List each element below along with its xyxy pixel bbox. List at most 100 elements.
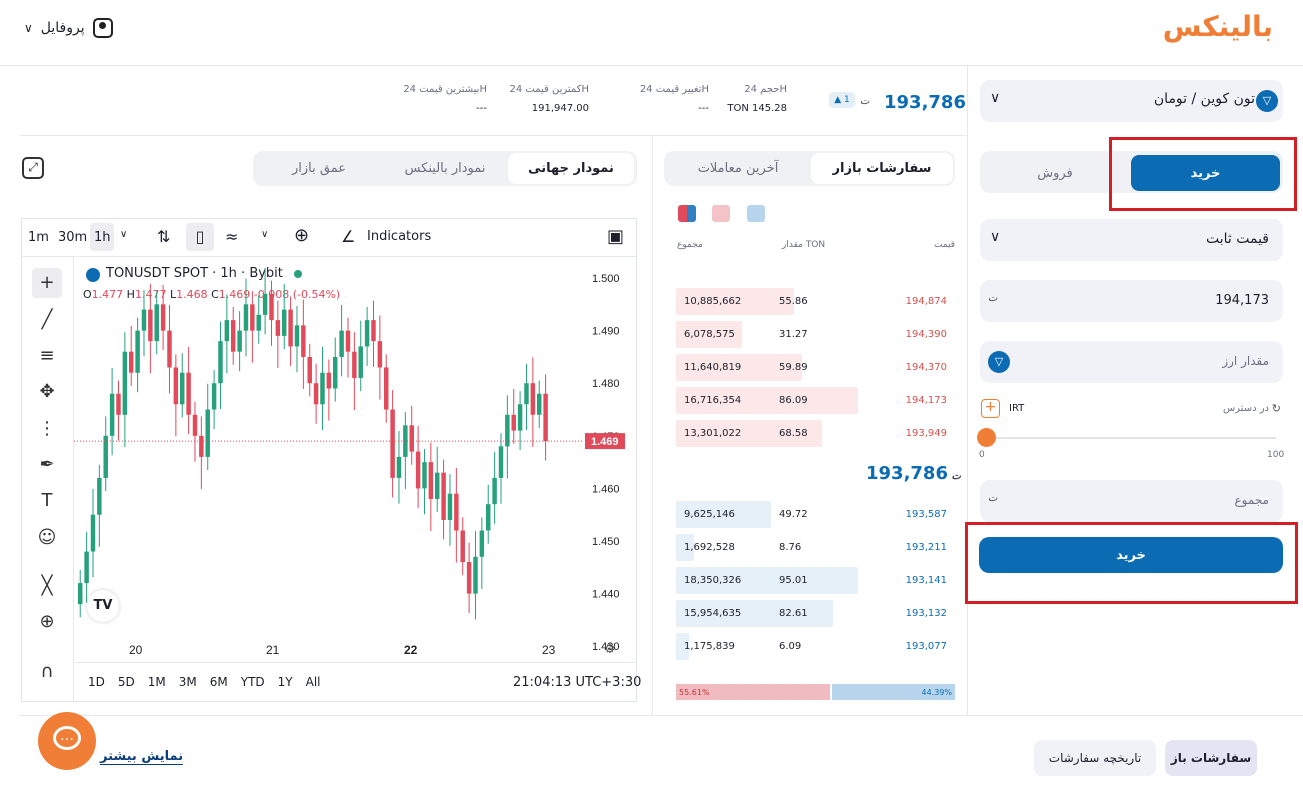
tab-order-history[interactable]: تاریخچه سفارشات — [1034, 740, 1156, 776]
balinex-logo[interactable]: بالینکس — [1162, 10, 1273, 43]
candle — [498, 446, 504, 478]
expand-icon[interactable]: ⤢ — [22, 157, 44, 179]
candles-icon[interactable]: ▯ — [186, 223, 214, 251]
avatar-icon — [92, 18, 113, 38]
brush-icon[interactable]: ✒ — [39, 454, 55, 475]
book-view-buy-icon[interactable] — [747, 205, 765, 222]
y-tick-label: 1.460 — [592, 483, 620, 495]
market-selector[interactable]: تون کوین / تومان ▽ ∨ — [980, 80, 1283, 122]
total-input[interactable]: مجموع ت — [980, 480, 1283, 522]
slider-track[interactable] — [986, 437, 1276, 439]
text-tool-icon[interactable]: T — [41, 490, 53, 511]
profile-menu[interactable]: ∨ پروفایل — [24, 18, 113, 38]
bar-type-icon[interactable]: ⇅ — [157, 227, 171, 246]
highlight-box — [1109, 137, 1297, 211]
row-amount: 86.09 — [779, 395, 808, 406]
range-6m[interactable]: 6M — [209, 675, 228, 689]
range-5d[interactable]: 5D — [117, 675, 135, 689]
y-tick-label: 1.490 — [592, 326, 620, 338]
indicators-icon[interactable]: ∠ — [341, 227, 356, 246]
range-all[interactable]: All — [305, 675, 321, 689]
fib-icon[interactable]: ≡ — [39, 345, 55, 366]
zoom-icon[interactable]: ⊕ — [39, 611, 55, 632]
trendline-icon[interactable]: ╱ — [41, 309, 53, 330]
row-amount: 59.89 — [779, 362, 808, 373]
submit-buy-button[interactable]: خرید — [979, 537, 1283, 573]
chart-clock[interactable]: 21:04:13 UTC+3:30 — [513, 675, 642, 690]
tf-1h[interactable]: 1h — [94, 230, 111, 245]
show-more-link[interactable]: نمایش بیشتر — [100, 749, 184, 765]
prediction-icon[interactable]: ⋮ — [38, 418, 56, 439]
symbol-title[interactable]: TONUSDT SPOT · 1h · Bybit — [106, 266, 283, 281]
tab-market-orders[interactable]: سفارشات بازار — [811, 153, 953, 184]
candle — [447, 493, 453, 520]
order-book-row[interactable]: 1,692,528 8.76 193,211 — [676, 534, 956, 561]
candle — [275, 320, 281, 336]
x-tick-label: 21 — [266, 643, 280, 657]
range-3m[interactable]: 3M — [178, 675, 197, 689]
order-type-select[interactable]: قیمت ثابت ∨ — [980, 219, 1283, 261]
candle — [517, 404, 523, 431]
candle — [256, 314, 261, 331]
tab-open-orders[interactable]: سفارشات باز — [1165, 740, 1257, 776]
crosshair-icon[interactable]: + — [32, 268, 62, 298]
candlestick-plot[interactable] — [74, 257, 584, 662]
order-book-row[interactable]: 1,175,839 6.09 193,077 — [676, 633, 956, 660]
tf-1m[interactable]: 1m — [28, 230, 49, 245]
ruler-icon[interactable]: ╳ — [41, 575, 53, 596]
tab-balinex-chart[interactable]: نمودار بالینکس — [404, 161, 486, 176]
refresh-icon[interactable]: ↻ — [1271, 402, 1281, 415]
order-book-row[interactable]: 13,301,022 68.58 193,949 — [676, 420, 956, 447]
book-view-both-icon[interactable] — [678, 205, 696, 222]
amount-input[interactable]: مقدار ارز ▽ — [980, 341, 1283, 383]
candle — [352, 351, 357, 378]
price-axis[interactable]: 1.5001.4901.4801.4701.4601.4501.4401.430… — [584, 257, 636, 662]
support-chat-button[interactable]: … — [38, 712, 96, 770]
row-total: 16,716,354 — [684, 395, 742, 406]
plus-icon[interactable]: + — [981, 399, 1000, 418]
tab-global-chart[interactable]: نمودار جهانی — [508, 153, 634, 184]
tf-30m[interactable]: 30m — [58, 230, 88, 245]
order-book-row[interactable]: 10,885,662 55.86 194,874 — [676, 288, 956, 315]
depth-bar — [676, 501, 771, 528]
y-tick-label: 1.480 — [592, 378, 620, 390]
range-ytd[interactable]: YTD — [240, 675, 265, 689]
buy-tab[interactable]: خرید — [1131, 155, 1280, 191]
range-1m[interactable]: 1M — [147, 675, 166, 689]
indicators-button[interactable]: Indicators — [367, 229, 432, 244]
order-book-row[interactable]: 6,078,575 31.27 194,390 — [676, 321, 956, 348]
order-book-row[interactable]: 9,625,146 49.72 193,587 — [676, 501, 956, 528]
candle — [313, 383, 319, 405]
chevron-down-icon[interactable]: ∨ — [261, 229, 269, 240]
range-1y[interactable]: 1Y — [277, 675, 293, 689]
order-book-row[interactable]: 16,716,354 86.09 194,173 — [676, 387, 956, 414]
candle — [192, 414, 198, 436]
pattern-icon[interactable]: ✥ — [39, 381, 55, 402]
emoji-icon[interactable]: ☺ — [37, 527, 57, 548]
order-book-row[interactable]: 18,350,326 95.01 193,141 — [676, 567, 956, 594]
last-price-label: 1.469 — [591, 436, 619, 448]
time-axis[interactable]: 20 21 22 23 — [74, 636, 584, 662]
tab-market-depth[interactable]: عمق بازار — [292, 161, 346, 176]
chevron-down-icon[interactable]: ∨ — [120, 229, 128, 240]
area-chart-icon[interactable]: ≈ — [225, 227, 239, 246]
book-view-sell-icon[interactable] — [712, 205, 730, 222]
magnet-icon[interactable]: ∩ — [40, 661, 54, 682]
range-1d[interactable]: 1D — [88, 675, 105, 689]
sell-tab[interactable]: فروش — [1037, 165, 1073, 181]
tab-last-trades[interactable]: آخرین معاملات — [697, 161, 779, 176]
settings-icon[interactable]: ⚙ — [604, 642, 616, 657]
candle — [390, 409, 395, 478]
order-book-row[interactable]: 11,640,819 59.89 194,370 — [676, 354, 956, 381]
order-book-row[interactable]: 15,954,635 82.61 193,132 — [676, 600, 956, 627]
row-price: 193,077 — [905, 641, 947, 652]
candle — [218, 341, 223, 384]
add-compare-icon[interactable]: ⊕ — [294, 225, 310, 246]
tradingview-logo[interactable]: TV — [87, 590, 119, 622]
camera-icon[interactable]: ▣ — [607, 226, 625, 247]
price-input[interactable]: 194,173 ت — [980, 280, 1283, 322]
row-price: 194,173 — [905, 395, 947, 406]
candle — [148, 309, 153, 342]
slider-handle[interactable] — [977, 428, 996, 447]
row-total: 6,078,575 — [684, 329, 735, 340]
